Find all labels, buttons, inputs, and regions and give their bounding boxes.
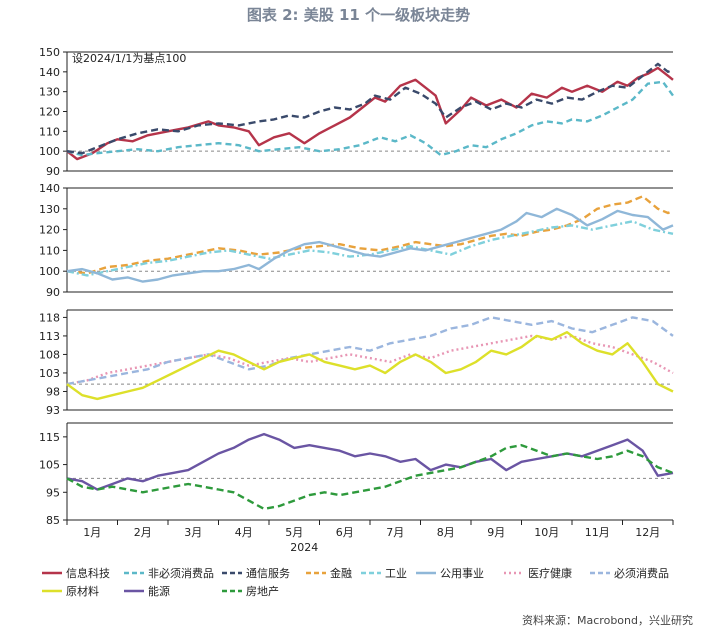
x-tick-label: 11月: [585, 526, 610, 539]
x-tick-label: 5月: [285, 526, 303, 539]
y-tick-label: 130: [39, 86, 60, 99]
legend-label: 信息科技: [66, 566, 110, 580]
x-axis-title: 2024: [290, 541, 318, 554]
base-note: 设2024/1/1为基点100: [72, 52, 186, 65]
y-tick-label: 113: [39, 330, 60, 343]
x-tick-label: 2月: [134, 526, 152, 539]
legend-label: 通信服务: [246, 567, 290, 580]
series-line-工业: [66, 220, 674, 277]
y-tick-label: 118: [39, 311, 60, 324]
y-tick-label: 110: [39, 125, 60, 138]
y-tick-label: 98: [46, 385, 60, 398]
legend-label: 能源: [148, 584, 170, 598]
series-line-能源: [66, 432, 674, 491]
y-tick-label: 115: [39, 431, 60, 444]
y-tick-label: 105: [39, 459, 60, 472]
y-tick-label: 140: [39, 66, 60, 79]
y-tick-label: 103: [39, 367, 60, 380]
legend-label: 工业: [385, 567, 407, 580]
y-tick-label: 100: [39, 145, 60, 158]
y-tick-label: 85: [46, 514, 60, 527]
y-tick-label: 93: [46, 404, 60, 417]
legend-label: 房地产: [246, 584, 279, 598]
legend-label: 公用事业: [440, 567, 484, 580]
legend-label: 必须消费品: [614, 566, 669, 580]
y-tick-label: 120: [39, 106, 60, 119]
legend-label: 非必须消费品: [148, 566, 214, 580]
y-tick-label: 140: [39, 182, 60, 195]
series-line-通信服务: [66, 62, 674, 155]
series-line-医疗健康: [66, 334, 674, 386]
series-line-金融: [66, 195, 674, 275]
series-line-必须消费品: [66, 316, 674, 386]
series-line-非必须消费品: [66, 80, 674, 157]
y-tick-label: 90: [46, 286, 60, 299]
y-tick-label: 110: [39, 244, 60, 257]
series-line-公用事业: [66, 207, 674, 283]
x-tick-label: 12月: [635, 526, 660, 539]
series-line-信息科技: [66, 66, 674, 161]
legend-label: 医疗健康: [528, 566, 572, 580]
y-tick-label: 150: [39, 46, 60, 59]
source-note: 资料来源：Macrobond，兴业研究: [522, 614, 693, 627]
x-tick-label: 8月: [437, 526, 455, 539]
x-tick-label: 4月: [235, 526, 253, 539]
series-line-房地产: [66, 444, 674, 511]
y-tick-label: 95: [46, 486, 60, 499]
y-tick-label: 120: [39, 224, 60, 237]
x-tick-label: 9月: [487, 526, 505, 539]
y-tick-label: 130: [39, 203, 60, 216]
x-tick-label: 1月: [83, 526, 101, 539]
chart-title: 图表 2: 美股 11 个一级板块走势: [246, 6, 471, 24]
y-tick-label: 108: [39, 348, 60, 361]
x-tick-label: 6月: [336, 526, 354, 539]
legend-label: 金融: [330, 566, 352, 580]
legend-label: 原材料: [66, 584, 99, 598]
x-tick-label: 7月: [386, 526, 404, 539]
y-tick-label: 100: [39, 265, 60, 278]
x-tick-label: 10月: [534, 526, 559, 539]
y-tick-label: 90: [46, 165, 60, 178]
series-line-原材料: [66, 331, 674, 401]
x-tick-label: 3月: [184, 526, 202, 539]
